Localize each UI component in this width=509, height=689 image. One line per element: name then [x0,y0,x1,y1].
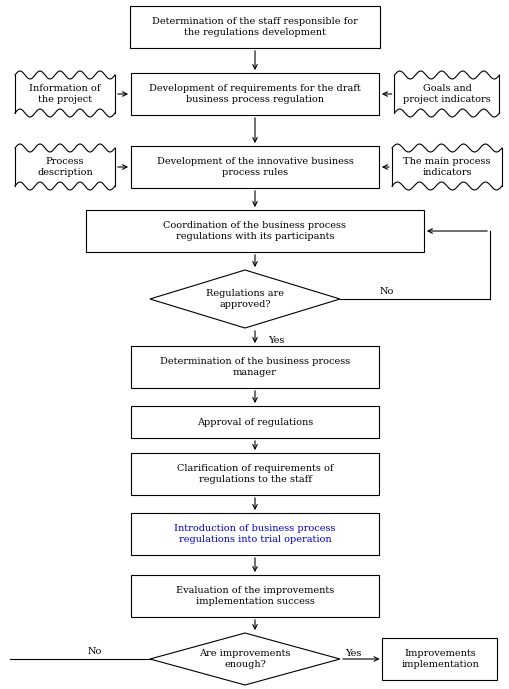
Text: Goals and
project indicators: Goals and project indicators [402,84,490,104]
Text: Information of
the project: Information of the project [29,84,100,104]
Text: Yes: Yes [344,648,361,657]
Text: Determination of the staff responsible for
the regulations development: Determination of the staff responsible f… [152,17,357,37]
Text: Introduction of business process
regulations into trial operation: Introduction of business process regulat… [174,524,335,544]
FancyBboxPatch shape [131,513,378,555]
Text: Evaluation of the improvements
implementation success: Evaluation of the improvements implement… [176,586,333,606]
Text: Process
description: Process description [37,157,93,176]
FancyBboxPatch shape [131,346,378,388]
Text: Development of requirements for the draft
business process regulation: Development of requirements for the draf… [149,84,360,104]
Text: No: No [88,646,102,655]
Text: Development of the innovative business
process rules: Development of the innovative business p… [156,157,353,176]
FancyBboxPatch shape [131,575,378,617]
FancyBboxPatch shape [131,146,378,188]
FancyBboxPatch shape [86,210,423,252]
FancyBboxPatch shape [131,406,378,438]
Text: The main process
indicators: The main process indicators [403,157,490,176]
Text: Regulations are
approved?: Regulations are approved? [206,289,284,309]
Text: Determination of the business process
manager: Determination of the business process ma… [159,358,350,377]
FancyBboxPatch shape [382,638,496,680]
FancyBboxPatch shape [131,453,378,495]
Polygon shape [150,270,340,328]
Text: Approval of regulations: Approval of regulations [196,418,313,426]
Polygon shape [150,633,340,685]
FancyBboxPatch shape [130,6,379,48]
Text: Yes: Yes [267,336,284,345]
FancyBboxPatch shape [131,73,378,115]
Text: Are improvements
enough?: Are improvements enough? [199,649,290,669]
Text: No: No [379,287,393,296]
Text: Improvements
implementation: Improvements implementation [401,649,478,669]
Text: Coordination of the business process
regulations with its participants: Coordination of the business process reg… [163,221,346,240]
Text: Clarification of requirements of
regulations to the staff: Clarification of requirements of regulat… [177,464,332,484]
